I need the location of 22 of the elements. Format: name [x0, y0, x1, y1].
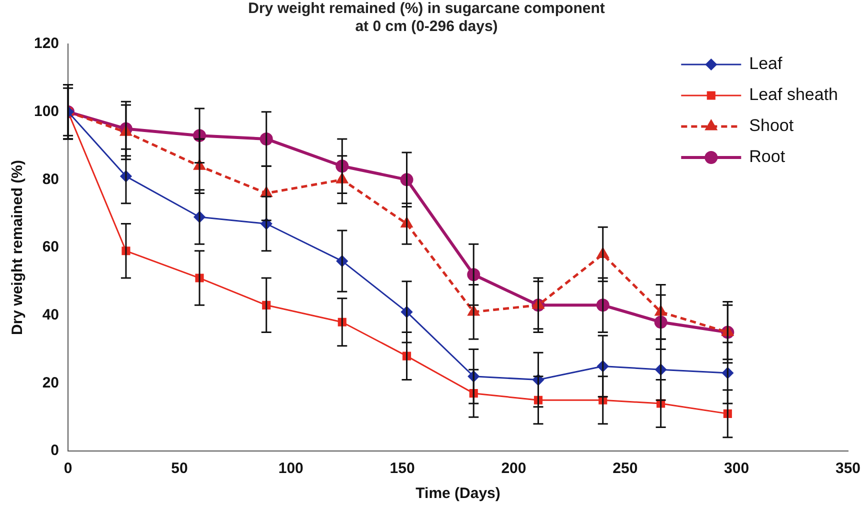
y-axis-title: Dry weight remained (%) [9, 160, 26, 336]
legend-label: Leaf [749, 54, 783, 74]
x-tick-label: 150 [390, 460, 415, 478]
y-tick-label: 100 [34, 102, 60, 120]
x-tick-label: 50 [171, 460, 188, 478]
x-tick-label: 250 [612, 460, 638, 478]
legend-label: Shoot [749, 116, 794, 136]
legend-label: Root [749, 147, 786, 166]
chart-title: Dry weight remained (%) in sugarcane component at 0 cm (0-296 days) [248, 0, 605, 36]
y-tick-label: 60 [42, 238, 60, 256]
y-tick-label: 120 [34, 35, 60, 52]
x-tick-label: 200 [501, 460, 526, 478]
x-axis-title: Time (Days) [416, 485, 500, 502]
x-tick-label: 100 [278, 460, 304, 478]
y-tick-label: 40 [42, 306, 60, 324]
x-tick-label: 0 [64, 460, 72, 478]
y-tick-label: 80 [42, 170, 60, 188]
legend-label: Leaf sheath [749, 85, 838, 104]
y-tick-label: 0 [50, 442, 60, 460]
x-tick-label: 350 [835, 460, 861, 478]
x-tick-label: 300 [724, 460, 750, 478]
y-tick-label: 20 [42, 374, 60, 392]
